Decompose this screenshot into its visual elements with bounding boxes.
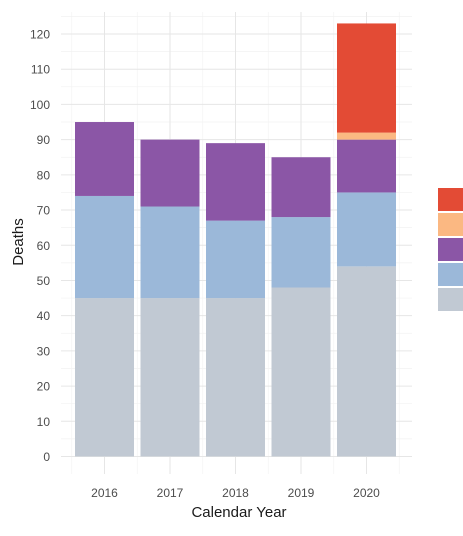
y-tick-label: 50 bbox=[37, 274, 51, 288]
bar-segment bbox=[140, 298, 200, 457]
legend-key bbox=[438, 213, 463, 236]
x-tick-label: 2019 bbox=[288, 486, 315, 500]
y-tick-label: 10 bbox=[37, 415, 51, 429]
bar-segment bbox=[271, 217, 331, 288]
x-tick-label: 2016 bbox=[91, 486, 118, 500]
bar-segment bbox=[337, 266, 396, 457]
bar-segment bbox=[140, 139, 200, 207]
bar-segment bbox=[271, 157, 331, 218]
x-tick-label: 2017 bbox=[157, 486, 184, 500]
bar-segment bbox=[75, 195, 134, 299]
y-tick-label: 0 bbox=[43, 450, 50, 464]
y-tick-label: 60 bbox=[37, 239, 51, 253]
bar-segment bbox=[337, 192, 396, 267]
y-axis-title: Deaths bbox=[10, 218, 27, 266]
y-tick-label: 120 bbox=[30, 28, 50, 42]
bars bbox=[75, 23, 396, 457]
y-tick-label: 90 bbox=[37, 133, 51, 147]
bar-segment bbox=[75, 122, 134, 196]
bar-segment bbox=[206, 220, 265, 299]
bar-segment bbox=[206, 298, 265, 457]
y-axis: 0 10 20 30 40 50 60 70 80 90 100 110 120 bbox=[30, 28, 50, 465]
legend-key bbox=[438, 238, 463, 261]
bar-segment bbox=[337, 132, 396, 140]
y-tick-label: 110 bbox=[31, 63, 50, 77]
bar-segment bbox=[337, 139, 396, 193]
x-tick-label: 2020 bbox=[353, 486, 380, 500]
x-axis: 2016 2017 2018 2019 2020 bbox=[91, 486, 380, 500]
y-tick-label: 30 bbox=[37, 344, 51, 358]
bar-segment bbox=[75, 298, 134, 457]
y-tick-label: 100 bbox=[30, 98, 50, 112]
x-tick-label: 2018 bbox=[222, 486, 249, 500]
y-tick-label: 70 bbox=[37, 204, 51, 218]
legend-key bbox=[438, 263, 463, 286]
bar-segment bbox=[206, 143, 265, 221]
legend bbox=[438, 188, 463, 311]
y-tick-label: 20 bbox=[37, 380, 51, 394]
legend-key bbox=[438, 188, 463, 211]
x-axis-title: Calendar Year bbox=[191, 504, 286, 521]
y-tick-label: 40 bbox=[37, 309, 51, 323]
bar-segment bbox=[271, 287, 331, 457]
bar-segment bbox=[337, 23, 396, 133]
legend-key bbox=[438, 288, 463, 311]
bar-segment bbox=[140, 206, 200, 299]
y-tick-label: 80 bbox=[37, 168, 51, 182]
